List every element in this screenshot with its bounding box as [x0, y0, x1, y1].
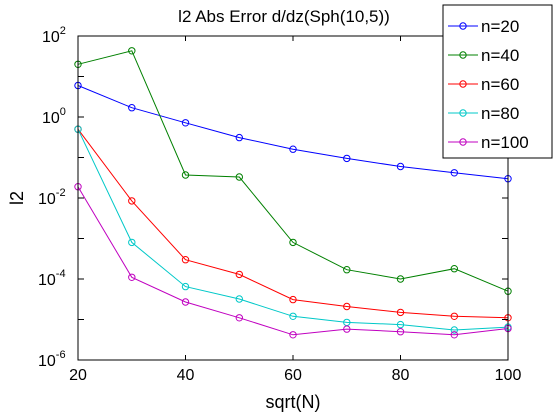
data-point	[396, 320, 405, 329]
data-point	[343, 325, 351, 333]
y-tick-base: 10	[38, 191, 56, 208]
y-tick-base: 10	[38, 272, 56, 289]
data-point	[128, 238, 136, 247]
y-tick-label: 102	[42, 25, 66, 46]
y-tick-exponent: -2	[56, 187, 66, 199]
legend-label: n=60	[481, 75, 519, 94]
data-point	[450, 312, 458, 320]
data-point	[289, 295, 297, 304]
legend: n=20 n=40 n=60 n=80 n=100	[442, 4, 553, 159]
y-tick-base: 10	[38, 353, 56, 370]
data-point	[235, 314, 244, 322]
y-tick-label: 100	[42, 106, 66, 127]
data-point	[289, 312, 297, 320]
legend-marker	[459, 22, 467, 30]
y-tick-label: 10-2	[38, 187, 66, 208]
y-tick-exponent: 0	[60, 106, 66, 118]
data-point	[450, 265, 458, 273]
data-point	[235, 133, 244, 142]
data-point	[181, 119, 190, 127]
data-point	[235, 173, 244, 181]
data-point	[235, 295, 244, 303]
data-point	[396, 328, 405, 336]
data-point	[181, 171, 190, 179]
data-point	[450, 331, 458, 339]
data-point	[128, 197, 136, 205]
legend-label: n=20	[481, 17, 519, 36]
x-tick-label: 80	[392, 367, 410, 384]
legend-label: n=80	[481, 104, 519, 123]
data-point	[396, 162, 405, 171]
data-point	[181, 298, 190, 306]
data-point	[181, 282, 190, 291]
series-line-n20	[77, 85, 509, 180]
series-line-n40	[77, 50, 509, 292]
y-tick-exponent: 2	[60, 25, 66, 37]
x-axis-ticks: 20 40 60 80 100	[69, 36, 521, 384]
data-point	[343, 302, 351, 311]
legend-marker	[459, 51, 467, 59]
data-point	[289, 238, 297, 247]
data-point	[128, 273, 136, 281]
data-point	[343, 154, 351, 163]
y-tick-label: 10-4	[38, 268, 66, 289]
data-point	[343, 266, 351, 274]
plot-lines	[77, 50, 509, 336]
data-point	[181, 256, 190, 264]
series-line-n60	[77, 128, 509, 319]
data-point	[396, 275, 405, 283]
x-tick-label: 40	[177, 367, 195, 384]
data-point	[128, 47, 136, 55]
y-tick-base: 10	[42, 110, 60, 127]
data-point	[289, 145, 297, 153]
series-line-n80	[77, 128, 509, 331]
data-point	[450, 169, 458, 177]
y-tick-label: 10-6	[38, 349, 66, 370]
x-axis-label: sqrt(N)	[266, 392, 321, 412]
series-line-n100	[77, 186, 509, 336]
chart-title: l2 Abs Error d/dz(Sph(10,5))	[178, 7, 390, 26]
legend-marker	[459, 80, 467, 88]
x-tick-label: 20	[69, 367, 87, 384]
data-point	[289, 331, 297, 339]
legend-marker	[459, 138, 467, 146]
legend-label: n=40	[481, 46, 519, 65]
data-point	[396, 308, 405, 317]
y-tick-exponent: -4	[56, 268, 66, 280]
x-tick-label: 60	[284, 367, 302, 384]
x-tick-label: 100	[495, 367, 522, 384]
y-axis-label: l2	[7, 191, 27, 205]
data-point	[235, 270, 244, 279]
y-tick-base: 10	[42, 29, 60, 46]
legend-marker	[459, 109, 467, 117]
data-point	[450, 326, 458, 334]
plot-markers	[74, 47, 512, 339]
legend-label: n=100	[481, 133, 529, 152]
data-point	[128, 104, 136, 112]
y-tick-exponent: -6	[56, 349, 66, 361]
